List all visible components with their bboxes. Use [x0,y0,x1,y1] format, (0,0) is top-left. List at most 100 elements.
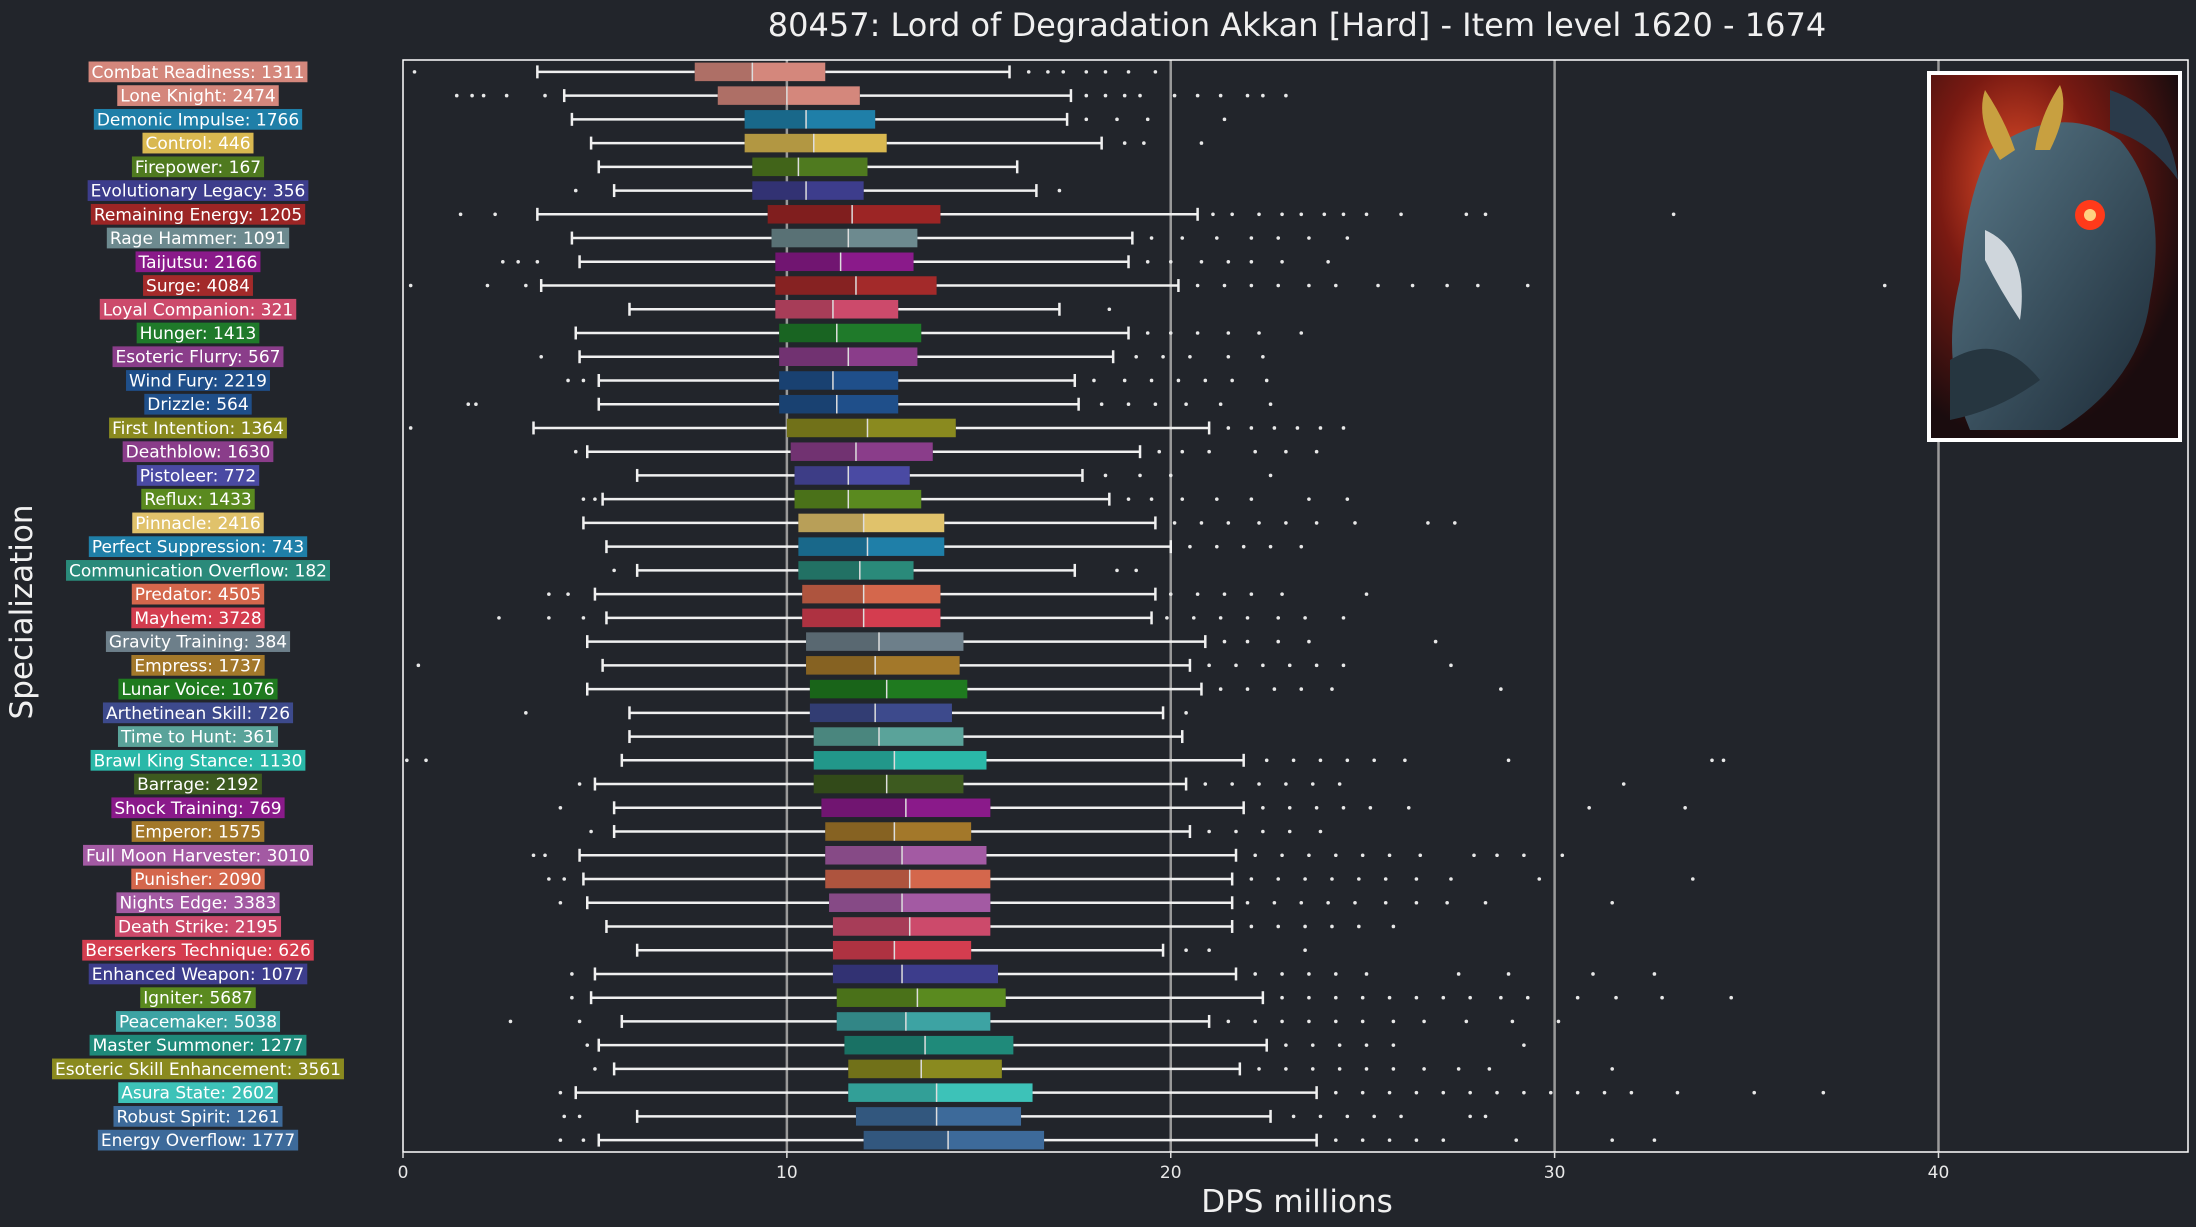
spec-label: Robust Spirit: 1261 [113,1106,283,1127]
outlier-point [1272,900,1277,905]
box-lower-half [855,1107,937,1126]
outlier-point [1314,663,1319,668]
box-row [605,917,1396,936]
outlier-point [562,1114,567,1119]
outlier-point [1092,378,1096,383]
outlier-point [1184,948,1188,953]
spec-label-bg [131,607,265,629]
x-tick-label: 0 [398,1163,409,1183]
box-lower-half [825,869,910,889]
box-row [581,489,1350,509]
outlier-point [1414,900,1419,905]
outlier-point [1188,544,1192,549]
outlier-point [1249,592,1254,596]
outlier-point [1249,426,1254,430]
outlier-point [1360,853,1365,858]
spec-label-bg [131,868,265,890]
spec-label-bg [131,583,265,605]
outlier-point [1414,1138,1419,1142]
outlier-point [1318,758,1323,763]
outlier-point [1441,1090,1446,1095]
outlier-point [1525,283,1530,288]
outlier-point [1307,497,1311,501]
outlier-point [1199,521,1204,525]
outlier-point [1514,1138,1519,1142]
outlier-point [1276,924,1281,929]
outlier-point [1334,1138,1338,1142]
spec-label-text: Punisher: 2090 [134,870,261,890]
outlier-point [1253,972,1257,976]
outlier-point [1230,378,1234,383]
outlier-point [1683,805,1687,810]
outlier-point [1261,663,1265,668]
outlier-point [1391,1043,1396,1047]
box-lower-half [806,632,879,651]
outlier-point [1222,592,1227,596]
box-row [586,679,1503,699]
outlier-point [1403,758,1407,763]
plot-frame [402,59,2189,1153]
outlier-point [1422,1019,1426,1024]
outlier-point [481,93,486,98]
outlier-point [1310,1067,1315,1071]
spec-label-text: Surge: 4084 [146,277,250,297]
box-upper-half [840,252,914,272]
outlier-point [1372,758,1376,763]
spec-label-bg [118,1082,278,1104]
box-lower-half [829,893,903,912]
box-upper-half [886,679,968,699]
outlier-point [1652,1138,1657,1142]
spec-label: Energy Overflow: 1777 [97,1129,299,1151]
outlier-point [1249,236,1254,240]
spec-label-text: Death Strike: 2195 [118,917,278,937]
spec-label: Emperor: 1575 [131,821,265,843]
outlier-point [573,188,578,193]
outlier-point [581,378,586,383]
outlier-point [1249,497,1254,501]
box-row [454,86,1288,105]
spec-label: Reflux: 1433 [141,488,255,510]
outlier-point [1675,1090,1680,1095]
spec-label-text: Gravity Training: 384 [109,633,287,653]
outlier-point [589,829,593,834]
outlier-point [1387,853,1392,858]
spec-label: Esoteric Skill Enhancement: 3561 [52,1058,344,1080]
outlier-point [1483,900,1488,905]
outlier-point [1268,544,1273,549]
outlier-point [1276,616,1281,620]
spec-label-bg [89,1034,307,1056]
box-lower-half [790,442,856,461]
y-axis-label: Specialization [4,505,40,720]
outlier-point [1268,402,1273,407]
box-upper-half [925,1035,1014,1055]
box-row [628,300,1112,319]
outlier-point [524,711,528,715]
outlier-point [1449,877,1453,881]
outlier-point [1218,616,1223,620]
outlier-point [1253,1019,1257,1024]
box-upper-half [902,846,987,865]
box-lower-half [809,703,876,723]
spec-label: Asura State: 2602 [118,1082,278,1104]
outlier-point [1334,995,1338,1000]
outlier-point [1026,70,1031,74]
box-upper-half [905,798,991,818]
outlier-point [1172,93,1177,98]
outlier-point [1752,1090,1757,1095]
outlier-point [577,1019,582,1024]
box-row [612,561,1138,580]
spec-label-bg [82,939,314,961]
outlier-point [558,1090,563,1095]
outlier-point [1334,283,1338,288]
outlier-point [1168,473,1173,478]
spec-label-text: Barrage: 2192 [137,775,259,795]
spec-label-bg [116,892,280,914]
outlier-point [1249,283,1254,288]
outlier-point [1537,877,1542,881]
box-row [408,418,1346,438]
box-lower-half [848,1059,922,1079]
box-upper-half [848,347,918,366]
spec-label-bg [99,298,297,320]
outlier-point [1218,93,1223,98]
outlier-point [466,402,471,407]
